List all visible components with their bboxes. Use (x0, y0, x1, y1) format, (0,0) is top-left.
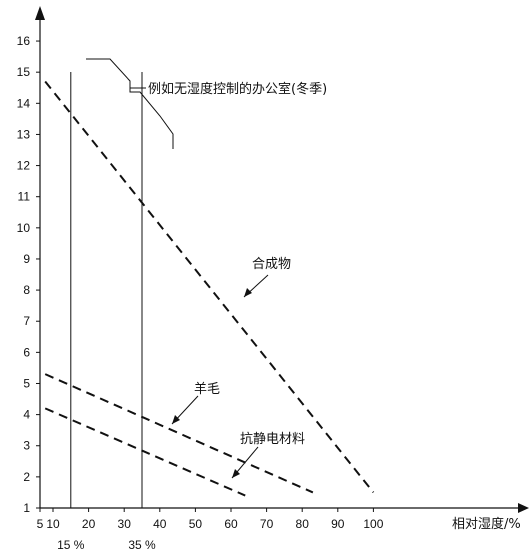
annotation-synthetic: 合成物 (252, 257, 291, 272)
y-tick-label: 2 (23, 470, 30, 484)
arrow-synthetic (244, 288, 252, 297)
office-bracket (86, 58, 174, 149)
reference-line-label: 35 % (128, 538, 156, 552)
y-tick-label: 9 (23, 252, 30, 266)
y-tick-label: 1 (23, 501, 30, 515)
y-tick-label: 11 (18, 190, 31, 204)
annotation-antistatic: 抗静电材料 (240, 432, 305, 447)
x-tick-label: 90 (331, 517, 345, 531)
y-tick-label: 5 (23, 376, 30, 390)
x-tick-label: 70 (260, 517, 274, 531)
x-tick-label: 60 (224, 517, 238, 531)
y-tick-label: 3 (23, 439, 30, 453)
x-tick-label: 50 (189, 517, 203, 531)
series-line (44, 373, 314, 494)
x-tick-label: 10 (46, 517, 60, 531)
x-tick-label: 40 (153, 517, 167, 531)
y-tick-label: 6 (23, 345, 30, 359)
y-axis-arrow (35, 6, 45, 20)
x-tick-label: 5 (37, 517, 44, 531)
y-tick-label: 12 (17, 159, 31, 173)
x-axis-label: 相对湿度/% (452, 516, 521, 532)
y-tick-label: 4 (23, 408, 30, 422)
y-tick-label: 8 (23, 283, 30, 297)
arrow-antistatic (232, 469, 240, 478)
y-tick-label: 15 (17, 65, 31, 79)
y-tick-label: 13 (17, 127, 31, 141)
series-line (44, 80, 375, 494)
arrow-wool (172, 415, 180, 424)
y-tick-label: 7 (23, 314, 30, 328)
reference-line-label: 15 % (57, 538, 85, 552)
x-tick-label: 100 (363, 517, 383, 531)
y-tick-label: 10 (17, 221, 31, 235)
x-tick-label: 80 (296, 517, 310, 531)
series-group (44, 80, 375, 497)
annotation-office: 例如无湿度控制的办公室(冬季) (148, 81, 327, 97)
y-tick-label: 14 (17, 96, 31, 110)
x-tick-label: 20 (82, 517, 96, 531)
annotation-wool: 羊毛 (194, 381, 220, 397)
series-line (44, 407, 246, 497)
y-tick-label: 16 (17, 34, 31, 48)
x-tick-label: 30 (118, 517, 132, 531)
reference-lines: 15 % 35 % (57, 72, 156, 552)
x-axis-arrow (518, 503, 529, 513)
